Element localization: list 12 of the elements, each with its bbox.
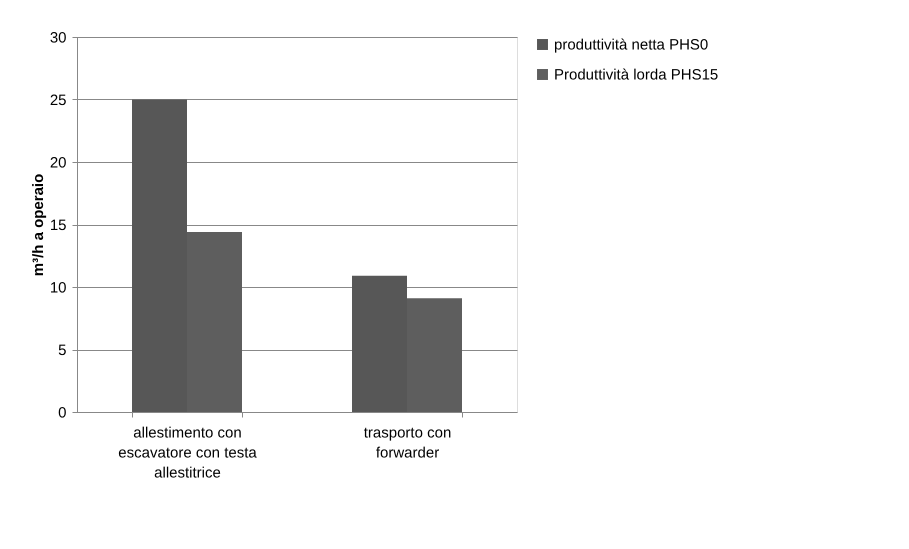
y-tick-label: 25 [50, 92, 66, 109]
y-tick-label: 20 [50, 154, 66, 172]
y-axis-title: m³/h a operaio [30, 174, 47, 276]
y-tick-label: 15 [50, 217, 66, 234]
legend-label: Produttività lorda PHS15 [554, 66, 718, 84]
y-tick-label: 10 [50, 280, 66, 296]
y-tick-label: 5 [58, 342, 66, 359]
x-tick-label: trasporto con forwarder [364, 424, 452, 462]
legend-label: produttività netta PHS0 [554, 36, 708, 54]
y-tick-label: 0 [58, 404, 66, 422]
x-tick-label: allestimento con escavatore con testa allestitrice [118, 424, 258, 482]
y-tick-label: 30 [50, 30, 66, 46]
